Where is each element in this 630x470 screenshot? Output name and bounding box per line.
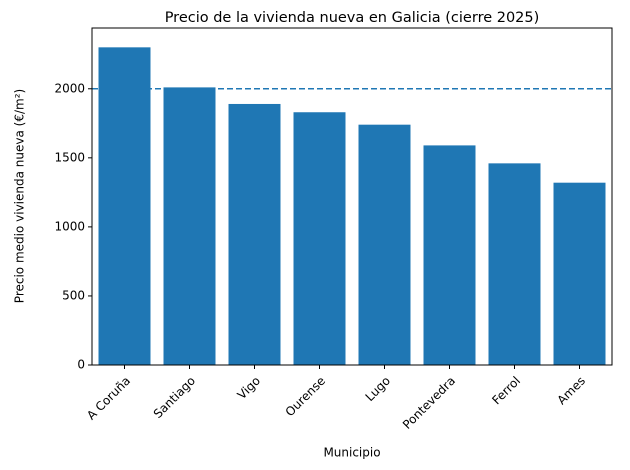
chart-title: Precio de la vivienda nueva en Galicia (… — [165, 10, 540, 26]
y-axis-label: Precio medio vivienda nueva (€/m²) — [13, 89, 27, 303]
x-tick-label: A Coruña — [84, 374, 133, 423]
bar — [488, 163, 541, 365]
y-tick-label: 500 — [62, 288, 85, 302]
bar — [98, 47, 151, 366]
bar — [293, 112, 346, 365]
x-tick-label: Ferrol — [489, 374, 523, 408]
x-axis-label: Municipio — [323, 446, 380, 460]
bar — [228, 103, 281, 366]
y-tick-label: 2000 — [54, 81, 85, 95]
y-tick-label: 0 — [77, 358, 85, 372]
x-tick-label: Santiago — [151, 374, 198, 421]
bar — [553, 182, 606, 365]
y-tick-label: 1000 — [54, 219, 85, 233]
x-tick-label: Lugo — [363, 374, 393, 404]
x-tick-label: Ourense — [283, 374, 328, 419]
plot-frame — [91, 27, 613, 366]
bar — [423, 145, 476, 365]
bar — [358, 124, 411, 365]
y-tick-label: 1500 — [54, 150, 85, 164]
x-tick-label: Vigo — [235, 374, 263, 402]
bar — [163, 87, 216, 365]
x-tick-label: Pontevedra — [400, 374, 458, 432]
x-tick-label: Ames — [554, 374, 588, 408]
